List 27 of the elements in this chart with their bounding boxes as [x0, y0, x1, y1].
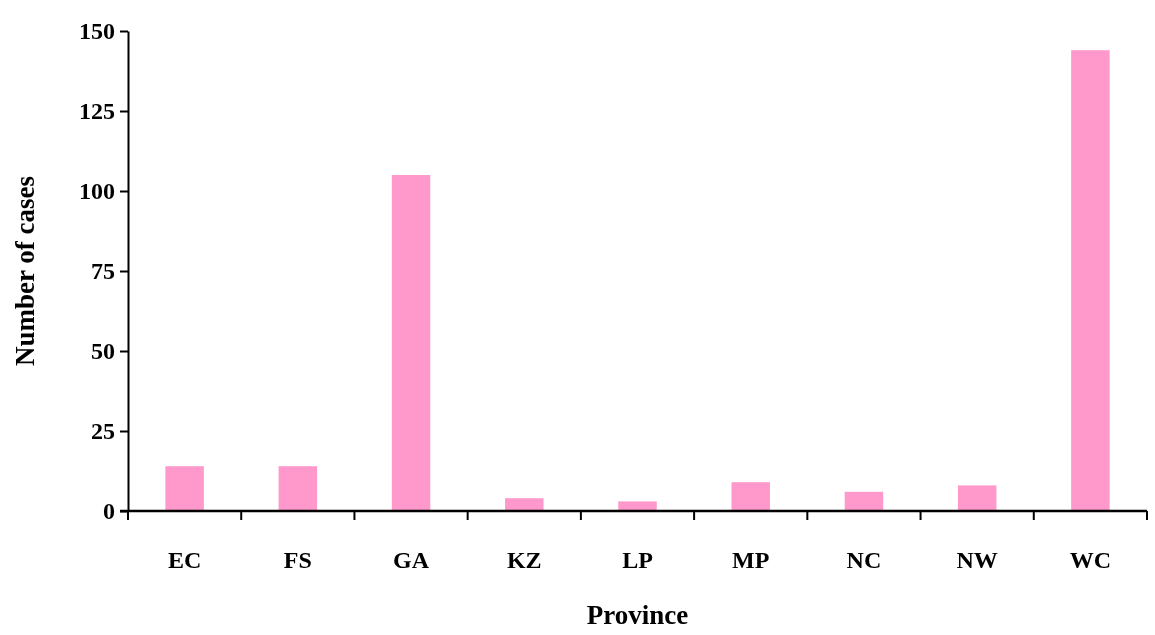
x-tick-label: LP	[622, 547, 653, 573]
x-tick-label: FS	[283, 547, 312, 573]
y-tick-label: 0	[103, 498, 115, 525]
bar	[618, 501, 657, 511]
x-tick-label: MP	[732, 547, 770, 573]
bar	[957, 485, 997, 511]
y-tick-label: 125	[79, 98, 115, 125]
y-tick-label: 100	[79, 178, 115, 205]
x-tick-label: GA	[393, 547, 430, 573]
y-tick-label: 150	[79, 18, 115, 45]
x-tick-label: NC	[846, 547, 882, 573]
y-tick-label: 75	[91, 258, 115, 285]
bar	[278, 466, 318, 511]
y-axis-title: Number of cases	[10, 176, 40, 366]
x-tick-label: EC	[167, 547, 202, 573]
y-tick-label: 50	[91, 338, 115, 365]
bar	[1071, 50, 1110, 511]
bar	[731, 482, 770, 511]
x-tick-label: NW	[956, 547, 998, 573]
bar	[505, 498, 544, 511]
y-tick-label: 25	[91, 418, 115, 445]
bar	[391, 175, 431, 511]
x-tick-label: WC	[1069, 547, 1112, 573]
bar	[844, 491, 884, 511]
bar	[165, 466, 204, 511]
x-tick-label: KZ	[506, 547, 542, 573]
x-axis-title: Province	[586, 600, 689, 630]
